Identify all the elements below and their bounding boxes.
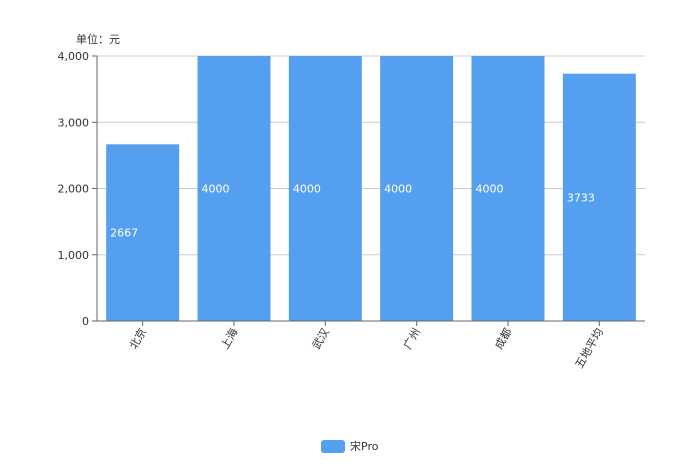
bar-data-label: 3733 [567, 191, 595, 204]
bar[interactable] [562, 73, 636, 321]
y-tick-label: 1,000 [58, 249, 90, 262]
x-tick-label: 上海 [217, 326, 240, 352]
y-axis-unit-label: 单位：元 [76, 33, 120, 46]
bars-group [106, 56, 636, 321]
bar-data-label: 4000 [476, 183, 504, 196]
x-tick-label: 广州 [401, 326, 423, 352]
y-tick-label: 4,000 [58, 50, 90, 63]
bar[interactable] [471, 56, 545, 321]
x-tick-label: 北京 [126, 326, 149, 352]
legend[interactable]: 宋Pro [321, 438, 378, 454]
x-tick-label: 五地平均 [573, 326, 606, 371]
bar-data-label: 4000 [384, 183, 412, 196]
legend-swatch [321, 439, 345, 453]
y-tick-label: 2,000 [58, 183, 90, 196]
x-tick-label: 武汉 [310, 326, 332, 352]
bar-data-labels: 2667 4000 4000 4000 4000 3733 [110, 183, 595, 240]
bar[interactable] [197, 56, 271, 321]
bar-data-label: 2667 [110, 227, 138, 240]
y-tick-label: 3,000 [58, 116, 90, 129]
grid-lines [97, 55, 645, 256]
legend-label: 宋Pro [350, 440, 379, 453]
bar-data-label: 4000 [293, 183, 321, 196]
bar[interactable] [380, 56, 454, 321]
x-tick-label: 成都 [492, 326, 514, 352]
y-tick-label: 0 [82, 315, 89, 328]
bar-data-label: 4000 [202, 183, 230, 196]
x-axis-ticks: 北京 上海 武汉 广州 成都 五地平均 [126, 321, 606, 371]
bar[interactable] [106, 144, 180, 321]
bar[interactable] [288, 56, 362, 321]
y-axis-ticks: 0 1,000 2,000 3,000 4,000 [58, 50, 97, 328]
